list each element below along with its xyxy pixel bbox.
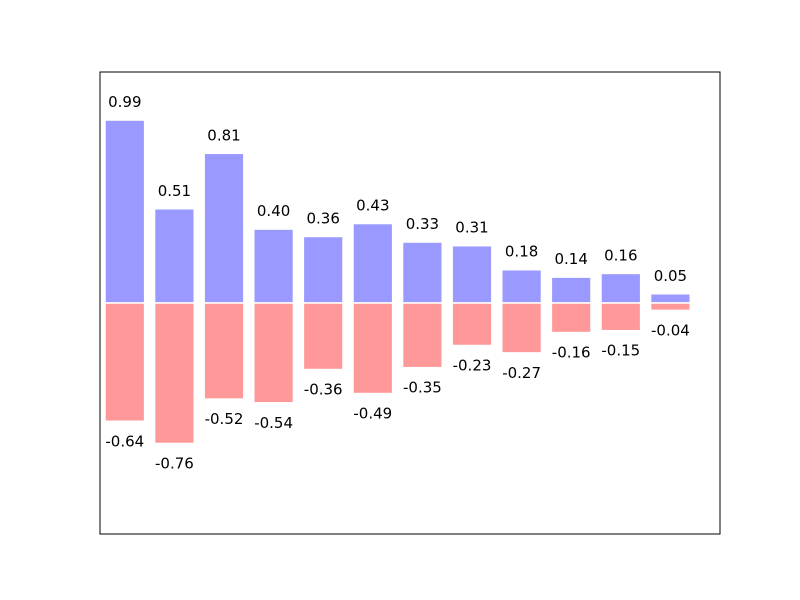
- value-label-negative-4: -0.36: [304, 381, 343, 399]
- value-label-negative-1: -0.76: [155, 454, 194, 472]
- bar-negative-0: [104, 302, 146, 423]
- value-label-positive-1: 0.51: [158, 182, 191, 200]
- bar-negative-9: [550, 302, 592, 334]
- bar-negative-11: [649, 302, 691, 312]
- value-labels-group: 0.99 0.51 0.81 0.40 0.36 0.43 0.33 0.31 0.18 0.14…: [105, 93, 689, 472]
- value-label-positive-8: 0.18: [505, 243, 538, 261]
- bar-positive-8: [501, 268, 543, 304]
- bar-positive-10: [600, 272, 642, 304]
- value-label-positive-10: 0.16: [604, 246, 637, 264]
- bar-positive-2: [203, 152, 245, 304]
- bar-positive-9: [550, 276, 592, 304]
- value-label-negative-0: -0.64: [105, 432, 144, 450]
- bar-positive-0: [104, 119, 146, 304]
- value-label-positive-11: 0.05: [654, 267, 687, 285]
- bar-positive-7: [451, 244, 493, 304]
- value-label-positive-2: 0.81: [207, 126, 240, 144]
- value-label-negative-2: -0.52: [205, 410, 244, 428]
- value-label-negative-7: -0.23: [453, 357, 492, 375]
- bar-positive-1: [153, 208, 195, 304]
- value-label-negative-10: -0.15: [601, 342, 640, 360]
- bar-positive-4: [302, 235, 344, 304]
- value-label-positive-5: 0.43: [356, 197, 389, 215]
- bar-positive-11: [649, 293, 691, 304]
- bar-negative-6: [401, 302, 443, 369]
- bar-positive-3: [253, 228, 295, 304]
- value-label-positive-0: 0.99: [108, 93, 141, 111]
- value-label-negative-11: -0.04: [651, 321, 690, 339]
- bar-negative-5: [352, 302, 394, 395]
- bar-negative-1: [153, 302, 195, 445]
- bar-negative-4: [302, 302, 344, 371]
- value-label-positive-9: 0.14: [554, 250, 587, 268]
- bar-positive-6: [401, 241, 443, 304]
- value-label-positive-4: 0.36: [306, 209, 339, 227]
- bar-negative-8: [501, 302, 543, 354]
- bar-negative-2: [203, 302, 245, 400]
- value-label-negative-8: -0.27: [502, 364, 541, 382]
- value-label-positive-3: 0.40: [257, 202, 290, 220]
- value-label-negative-3: -0.54: [254, 414, 293, 432]
- bars-group: [104, 119, 691, 445]
- value-label-negative-6: -0.35: [403, 379, 442, 397]
- bar-negative-3: [253, 302, 295, 404]
- bar-negative-7: [451, 302, 493, 347]
- bar-positive-5: [352, 222, 394, 304]
- value-label-positive-6: 0.33: [406, 215, 439, 233]
- value-label-positive-7: 0.31: [455, 219, 488, 237]
- value-label-negative-5: -0.49: [353, 405, 392, 423]
- bar-negative-10: [600, 302, 642, 332]
- value-label-negative-9: -0.16: [552, 344, 591, 362]
